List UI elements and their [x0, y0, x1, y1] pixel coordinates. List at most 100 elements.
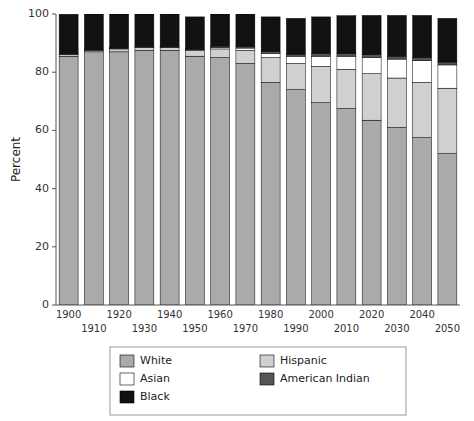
- bar-segment: [286, 56, 305, 63]
- legend-swatch: [260, 355, 274, 367]
- bar-segment: [110, 14, 129, 48]
- bar-segment: [110, 52, 129, 305]
- bar-segment: [362, 55, 381, 58]
- bar-segment: [312, 56, 331, 66]
- y-tick-label: 40: [35, 182, 49, 195]
- bar-segment: [261, 53, 280, 57]
- bar-segment: [59, 55, 78, 56]
- y-tick: [52, 14, 56, 15]
- bar-segment: [160, 47, 179, 50]
- bar-segment: [211, 49, 230, 58]
- bar-segment: [387, 127, 406, 305]
- bar-segment: [185, 56, 204, 305]
- bar-segment: [261, 17, 280, 51]
- bar-segment: [59, 56, 78, 305]
- x-tick-label: 2010: [334, 323, 359, 334]
- x-tick-label: 2030: [384, 323, 409, 334]
- legend-label: American Indian: [280, 372, 370, 385]
- bar-segment: [135, 47, 154, 48]
- x-tick-label: 2020: [359, 309, 384, 320]
- bar-segment: [362, 120, 381, 305]
- bar-segment: [337, 56, 356, 69]
- x-tick-label: 1920: [106, 309, 131, 320]
- x-tick-label: 1980: [258, 309, 283, 320]
- y-tick-label: 80: [35, 65, 49, 78]
- bars: [59, 14, 457, 305]
- x-tick-label: 1900: [56, 309, 81, 320]
- bar-segment: [387, 59, 406, 78]
- bar-segment: [387, 78, 406, 127]
- y-tick-label: 0: [42, 298, 49, 311]
- chart: 020406080100Percent190019101920193019401…: [0, 0, 474, 421]
- x-tick-label: 1950: [182, 323, 207, 334]
- x-tick-label: 2000: [308, 309, 333, 320]
- bar-segment: [337, 16, 356, 54]
- bar-segment: [236, 14, 255, 47]
- legend-swatch: [120, 355, 134, 367]
- bar-segment: [337, 54, 356, 57]
- y-tick: [52, 305, 56, 306]
- x-tick-label: 1940: [157, 309, 182, 320]
- legend-label: Black: [140, 390, 170, 403]
- bar-segment: [312, 54, 331, 57]
- bar-segment: [438, 154, 457, 305]
- bar-segment: [286, 54, 305, 56]
- bar-segment: [160, 47, 179, 48]
- bar-segment: [261, 58, 280, 83]
- bar-segment: [84, 50, 103, 51]
- bar-segment: [413, 138, 432, 305]
- bar-segment: [160, 14, 179, 46]
- y-tick-label: 60: [35, 123, 49, 136]
- x-tick-label: 1970: [233, 323, 258, 334]
- x-tick-label: 2040: [409, 309, 434, 320]
- bar-segment: [84, 52, 103, 305]
- bar-segment: [236, 63, 255, 305]
- x-tick-label: 2050: [435, 323, 460, 334]
- bar-segment: [135, 47, 154, 50]
- y-tick-label: 20: [35, 240, 49, 253]
- bar-segment: [110, 49, 129, 52]
- bar-segment: [59, 14, 78, 53]
- bar-segment: [438, 88, 457, 153]
- bar-segment: [84, 14, 103, 49]
- bar-segment: [286, 18, 305, 54]
- bar-segment: [135, 50, 154, 305]
- bar-segment: [185, 49, 204, 51]
- bar-segment: [413, 58, 432, 61]
- bar-segment: [211, 58, 230, 305]
- bar-segment: [438, 65, 457, 88]
- bar-segment: [387, 56, 406, 59]
- bar-segment: [261, 82, 280, 305]
- bar-segment: [438, 18, 457, 62]
- bar-segment: [286, 90, 305, 305]
- legend-swatch: [120, 373, 134, 385]
- bar-segment: [211, 14, 230, 46]
- y-tick: [52, 130, 56, 131]
- bar-segment: [185, 50, 204, 56]
- bar-segment: [236, 48, 255, 50]
- legend-swatch: [260, 373, 274, 385]
- y-axis-line: [56, 14, 57, 305]
- bar-segment: [413, 82, 432, 137]
- bar-segment: [286, 63, 305, 89]
- bar-segment: [312, 103, 331, 305]
- bar-segment: [84, 50, 103, 51]
- bar-segment: [387, 15, 406, 56]
- bar-segment: [362, 58, 381, 74]
- bar-segment: [438, 62, 457, 65]
- y-axis-label: Percent: [9, 137, 23, 182]
- x-tick-label: 1910: [81, 323, 106, 334]
- x-tick-label: 1990: [283, 323, 308, 334]
- bar-segment: [135, 14, 154, 46]
- legend-label: Asian: [140, 372, 170, 385]
- legend-box: [110, 347, 406, 415]
- bar-segment: [413, 15, 432, 57]
- bar-segment: [413, 61, 432, 83]
- y-tick-label: 100: [28, 7, 49, 20]
- legend-swatch: [120, 391, 134, 403]
- bar-segment: [110, 48, 129, 49]
- bar-segment: [261, 51, 280, 53]
- x-tick-label: 1960: [207, 309, 232, 320]
- bar-segment: [160, 50, 179, 305]
- y-tick: [52, 188, 56, 189]
